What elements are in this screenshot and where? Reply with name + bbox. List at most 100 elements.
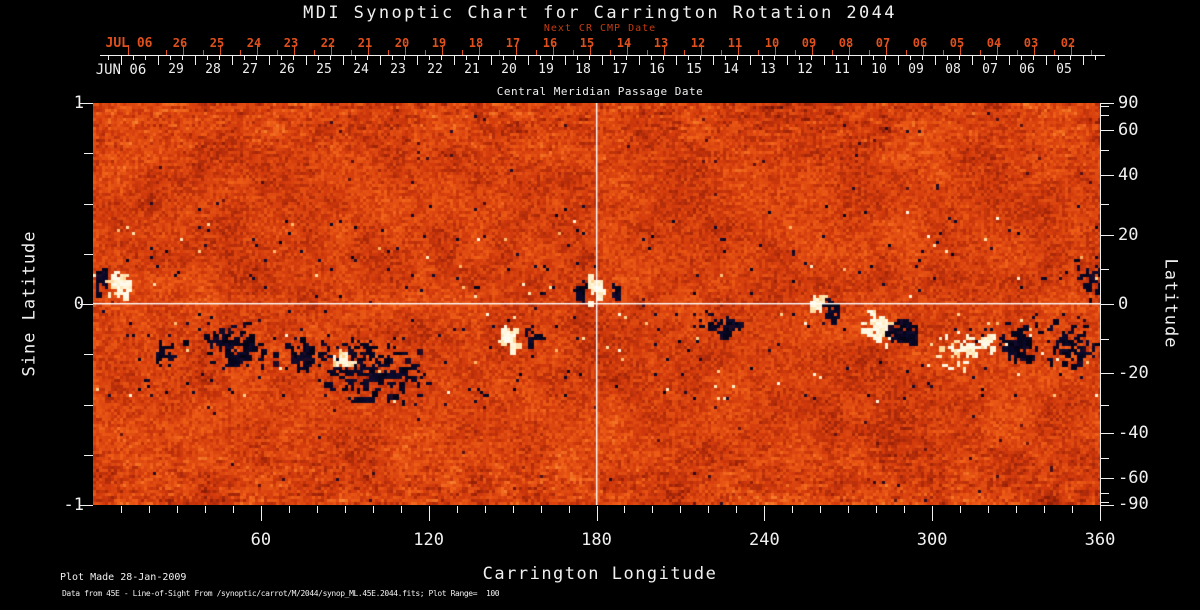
cmp-day-tick [293, 56, 295, 60]
latitude-label: -60 [1118, 468, 1149, 489]
longitude-tick [848, 506, 850, 513]
cmp-next-day-label: 22 [320, 36, 336, 50]
cmp-day-tick [1033, 56, 1035, 60]
longitude-tick [456, 506, 458, 513]
sine-latitude-tick [84, 153, 93, 155]
latitude-tick [1100, 372, 1114, 374]
longitude-tick [988, 506, 990, 513]
longitude-tick [372, 506, 374, 513]
cmp-day-tick [490, 56, 492, 65]
sine-latitude-label: 0 [73, 294, 84, 314]
longitude-tick [820, 506, 822, 513]
cmp-next-half-tick [461, 50, 463, 55]
cmp-day-tick [922, 56, 924, 60]
latitude-label: 60 [1118, 119, 1139, 140]
longitude-label: 60 [250, 530, 272, 550]
cmp-next-day-tick [405, 45, 406, 55]
longitude-label: 360 [1084, 530, 1116, 550]
cmp-day-tick [145, 56, 147, 60]
cmp-next-day-label: 02 [1060, 36, 1076, 50]
latitude-tick [1100, 404, 1109, 406]
cmp-day-tick [663, 56, 665, 60]
cmp-day-tick [761, 56, 763, 60]
longitude-tick [428, 506, 430, 521]
cmp-day-label: 24 [353, 62, 369, 77]
cmp-next-half-tick [609, 50, 611, 55]
longitude-tick [1016, 506, 1018, 513]
longitude-tick [764, 506, 766, 521]
cmp-next-day-tick [1071, 45, 1072, 55]
longitude-tick [484, 506, 486, 513]
cmp-day-label: 09 [908, 62, 924, 77]
longitude-tick [120, 506, 122, 513]
cmp-next-day-tick [960, 45, 961, 55]
sine-latitude-label: -1 [63, 495, 84, 515]
cmp-day-tick [330, 56, 332, 60]
cmp-next-half-tick [942, 50, 944, 55]
cmp-day-label: 18 [575, 62, 591, 77]
latitude-label: 90 [1118, 93, 1139, 113]
cmp-day-tick [539, 56, 541, 60]
cmp-day-label: 20 [501, 62, 517, 77]
cmp-next-day-tick [627, 45, 628, 55]
cmp-day-label: 23 [390, 62, 406, 77]
cmp-day-label: 11 [834, 62, 850, 77]
latitude-tick [1100, 129, 1114, 131]
cmp-next-half-tick [313, 50, 315, 55]
latitude-label: 20 [1118, 225, 1139, 246]
latitude-tick [1100, 235, 1114, 237]
cmp-day-tick [379, 56, 381, 65]
cmp-day-tick [638, 56, 640, 65]
cmp-day-tick [589, 56, 591, 60]
cmp-day-tick [391, 56, 393, 60]
cmp-day-tick [872, 56, 874, 60]
cmp-day-tick [737, 56, 739, 60]
cmp-next-day-tick [294, 45, 295, 55]
sine-latitude-tick [80, 304, 93, 305]
sine-latitude-tick [84, 203, 93, 205]
cmp-day-tick [527, 56, 529, 65]
cmp-next-day-tick [849, 45, 850, 55]
cmp-day-label: 22 [427, 62, 443, 77]
longitude-tick [904, 506, 906, 513]
cmp-next-day-label: 25 [209, 36, 225, 50]
latitude-label: 0 [1118, 294, 1129, 314]
cmp-next-half-tick [979, 50, 981, 55]
longitude-tick [344, 506, 346, 513]
longitude-tick [260, 506, 262, 521]
cmp-day-tick [515, 56, 517, 60]
cmp-next-day-tick [368, 45, 369, 55]
sine-latitude-tick [84, 454, 93, 456]
cmp-day-tick [996, 56, 998, 60]
cmp-day-tick [120, 56, 122, 65]
cmp-next-half-tick [424, 50, 426, 55]
cmp-day-tick [441, 56, 443, 60]
longitude-tick [932, 506, 934, 521]
longitude-tick [400, 506, 402, 513]
cmp-next-half-tick [350, 50, 352, 55]
longitude-tick [232, 506, 234, 513]
cmp-day-tick [811, 56, 813, 60]
cmp-day-tick [1057, 56, 1059, 60]
cmp-next-day-label: 14 [616, 36, 632, 50]
footer-data-source: Data from 45E - Line-of-Sight From /syno… [62, 589, 500, 598]
cmp-next-day-label: 12 [690, 36, 706, 50]
latitude-label: -90 [1118, 494, 1149, 514]
cmp-day-tick [317, 56, 319, 60]
cmp-day-tick [934, 56, 936, 65]
cmp-day-tick [169, 56, 171, 60]
cmp-next-day-tick [886, 45, 887, 55]
cmp-day-tick [108, 56, 110, 60]
longitude-tick [176, 506, 178, 513]
cmp-next-half-tick [276, 50, 278, 55]
cmp-day-label: 25 [316, 62, 332, 77]
sine-latitude-tick [84, 253, 93, 255]
cmp-day-tick [465, 56, 467, 60]
longitude-tick [204, 506, 206, 513]
cmp-day-tick [219, 56, 221, 60]
longitude-tick [792, 506, 794, 513]
cmp-next-day-label: 15 [579, 36, 595, 50]
cmp-day-label: 13 [760, 62, 776, 77]
cmp-day-tick [1020, 56, 1022, 60]
page-title: MDI Synoptic Chart for Carrington Rotati… [303, 3, 897, 23]
